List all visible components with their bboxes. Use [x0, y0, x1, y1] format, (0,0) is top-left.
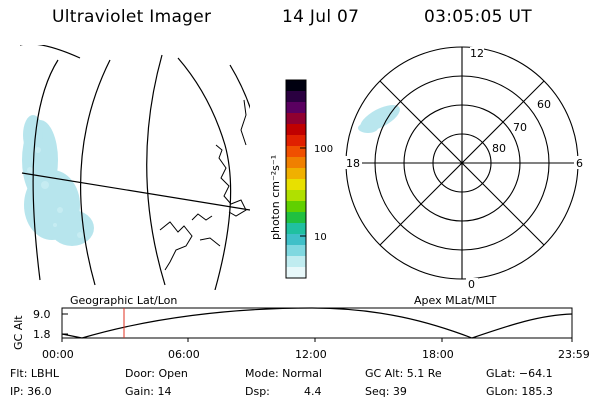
- colorbar-cell: [286, 102, 306, 114]
- lat-label-70: 70: [513, 121, 527, 134]
- colorbar-cell: [286, 190, 306, 202]
- colorbar-unit-label: photon cm⁻²s⁻¹: [269, 155, 282, 240]
- xtick-2359: 23:59: [558, 348, 590, 361]
- mode-label: Mode: Normal: [245, 367, 322, 380]
- auroral-emission-geo: [22, 115, 94, 246]
- ip-label: IP: 36.0: [10, 385, 52, 398]
- colorbar-cell: [286, 113, 306, 125]
- colorbar-cell: [286, 223, 306, 235]
- time-label: 03:05:05 UT: [424, 7, 532, 27]
- mlt-label-0: 0: [468, 278, 475, 291]
- xtick-1200: 12:00: [295, 348, 327, 361]
- auroral-emission-polar: [358, 104, 400, 133]
- colorbar-cell: [286, 157, 306, 169]
- colorbar-gradient: [286, 80, 306, 279]
- colorbar-cell: [286, 256, 306, 268]
- colorbar-cell: [286, 168, 306, 180]
- xtick-0600: 06:00: [168, 348, 200, 361]
- colorbar-tick-100: 100: [314, 144, 333, 155]
- altitude-curve: [61, 307, 573, 339]
- seq-label: Seq: 39: [365, 385, 407, 398]
- gc-alt-label: GC Alt: 5.1 Re: [365, 367, 442, 380]
- colorbar-cell: [286, 234, 306, 246]
- colorbar-cell: [286, 91, 306, 103]
- colorbar-cell: [286, 135, 306, 147]
- mlt-label-18: 18: [346, 157, 360, 170]
- ytick-1-8: 1.8: [33, 328, 51, 341]
- colorbar-cell: [286, 179, 306, 191]
- coastline: [159, 99, 247, 271]
- colorbar-cell: [286, 212, 306, 224]
- filter-label: Flt: LBHL: [10, 367, 59, 380]
- lat-label-60: 60: [537, 98, 551, 111]
- colorbar-cell: [286, 124, 306, 136]
- lat-label-80: 80: [492, 142, 506, 155]
- apex-mlat-label: Apex MLat/MLT: [414, 294, 497, 307]
- geo-latlon-label: Geographic Lat/Lon: [70, 294, 177, 307]
- app-title: Ultraviolet Imager: [52, 7, 212, 27]
- gain-label: Gain: 14: [125, 385, 172, 398]
- gc-alt-axis-label: GC Alt: [12, 315, 25, 350]
- mlt-label-6: 6: [576, 157, 583, 170]
- xtick-0000: 00:00: [42, 348, 74, 361]
- glat-label: GLat: −64.1: [486, 367, 553, 380]
- auroral-speckle-geo: [27, 147, 83, 238]
- geographic-map: [20, 45, 250, 290]
- dsp-value: 4.4: [304, 385, 322, 398]
- mlt-label-12: 12: [470, 47, 484, 60]
- date-label: 14 Jul 07: [282, 7, 360, 27]
- glon-label: GLon: 185.3: [486, 385, 553, 398]
- xtick-1800: 18:00: [422, 348, 454, 361]
- colorbar: 100 10 photon cm⁻²s⁻¹: [269, 79, 333, 279]
- ytick-9: 9.0: [33, 308, 51, 321]
- colorbar-cell: [286, 80, 306, 92]
- door-status: Door: Open: [125, 367, 188, 380]
- colorbar-cell: [286, 267, 306, 279]
- polar-plot: 12 0 18 6 60 70 80: [344, 46, 586, 291]
- dsp-label: Dsp:: [245, 385, 270, 398]
- altitude-panel: Geographic Lat/Lon Apex MLat/MLT GC Alt …: [12, 294, 590, 361]
- colorbar-cell: [286, 245, 306, 257]
- colorbar-tick-10: 10: [314, 232, 327, 243]
- colorbar-cell: [286, 146, 306, 158]
- colorbar-cell: [286, 201, 306, 213]
- graticule-lines: [20, 45, 250, 290]
